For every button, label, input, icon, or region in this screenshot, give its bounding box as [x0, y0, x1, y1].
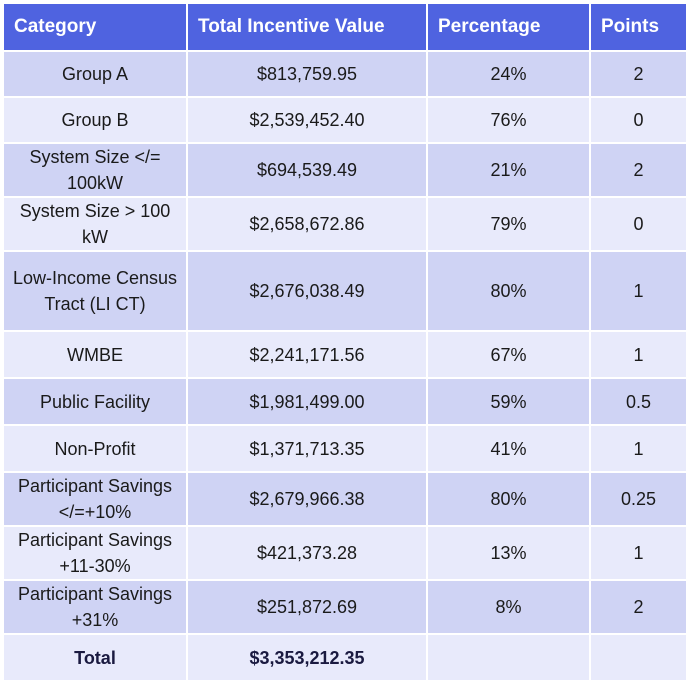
cell-value: $813,759.95: [186, 50, 428, 98]
cell-value: $694,539.49: [186, 142, 428, 198]
cell-category: Participant Savings +31%: [2, 579, 188, 635]
table-row: Group A $813,759.95 24% 2: [2, 50, 688, 98]
cell-category: Group B: [2, 96, 188, 144]
cell-percentage: 21%: [426, 142, 591, 198]
header-row: Category Total Incentive Value Percentag…: [2, 2, 688, 52]
cell-points: 2: [589, 579, 688, 635]
cell-points: 1: [589, 250, 688, 332]
table-row: Non-Profit $1,371,713.35 41% 1: [2, 424, 688, 473]
header-total-incentive-value: Total Incentive Value: [186, 2, 428, 52]
table-row: System Size </= 100kW $694,539.49 21% 2: [2, 142, 688, 198]
total-label: Total: [2, 633, 188, 682]
total-points: [589, 633, 688, 682]
cell-points: 1: [589, 424, 688, 473]
cell-category: Group A: [2, 50, 188, 98]
table-row: WMBE $2,241,171.56 67% 1: [2, 330, 688, 379]
cell-percentage: 76%: [426, 96, 591, 144]
cell-percentage: 79%: [426, 196, 591, 252]
cell-category: Public Facility: [2, 377, 188, 426]
cell-points: 2: [589, 50, 688, 98]
header-category: Category: [2, 2, 188, 52]
cell-value: $2,241,171.56: [186, 330, 428, 379]
cell-percentage: 24%: [426, 50, 591, 98]
total-value: $3,353,212.35: [186, 633, 428, 682]
table-row: Public Facility $1,981,499.00 59% 0.5: [2, 377, 688, 426]
cell-points: 1: [589, 330, 688, 379]
cell-percentage: 80%: [426, 471, 591, 527]
cell-value: $1,981,499.00: [186, 377, 428, 426]
cell-percentage: 8%: [426, 579, 591, 635]
cell-percentage: 59%: [426, 377, 591, 426]
table-row: Low-Income Census Tract (LI CT) $2,676,0…: [2, 250, 688, 332]
table-row: Participant Savings +31% $251,872.69 8% …: [2, 579, 688, 635]
cell-value: $2,539,452.40: [186, 96, 428, 144]
cell-category: Participant Savings </=+10%: [2, 471, 188, 527]
table-row: Participant Savings </=+10% $2,679,966.3…: [2, 471, 688, 527]
cell-points: 0.5: [589, 377, 688, 426]
cell-value: $2,658,672.86: [186, 196, 428, 252]
cell-value: $1,371,713.35: [186, 424, 428, 473]
cell-category: Low-Income Census Tract (LI CT): [2, 250, 188, 332]
cell-category: System Size </= 100kW: [2, 142, 188, 198]
header-percentage: Percentage: [426, 2, 591, 52]
cell-percentage: 13%: [426, 525, 591, 581]
cell-points: 0: [589, 196, 688, 252]
cell-points: 1: [589, 525, 688, 581]
cell-percentage: 80%: [426, 250, 591, 332]
cell-category: System Size > 100 kW: [2, 196, 188, 252]
cell-category: Participant Savings +11-30%: [2, 525, 188, 581]
cell-category: WMBE: [2, 330, 188, 379]
cell-percentage: 67%: [426, 330, 591, 379]
table-row: Group B $2,539,452.40 76% 0: [2, 96, 688, 144]
total-row: Total $3,353,212.35: [2, 633, 688, 682]
cell-points: 0.25: [589, 471, 688, 527]
cell-value: $2,676,038.49: [186, 250, 428, 332]
cell-category: Non-Profit: [2, 424, 188, 473]
total-percentage: [426, 633, 591, 682]
cell-percentage: 41%: [426, 424, 591, 473]
cell-value: $421,373.28: [186, 525, 428, 581]
table-row: System Size > 100 kW $2,658,672.86 79% 0: [2, 196, 688, 252]
cell-points: 2: [589, 142, 688, 198]
cell-value: $2,679,966.38: [186, 471, 428, 527]
cell-points: 0: [589, 96, 688, 144]
header-points: Points: [589, 2, 688, 52]
cell-value: $251,872.69: [186, 579, 428, 635]
table-row: Participant Savings +11-30% $421,373.28 …: [2, 525, 688, 581]
